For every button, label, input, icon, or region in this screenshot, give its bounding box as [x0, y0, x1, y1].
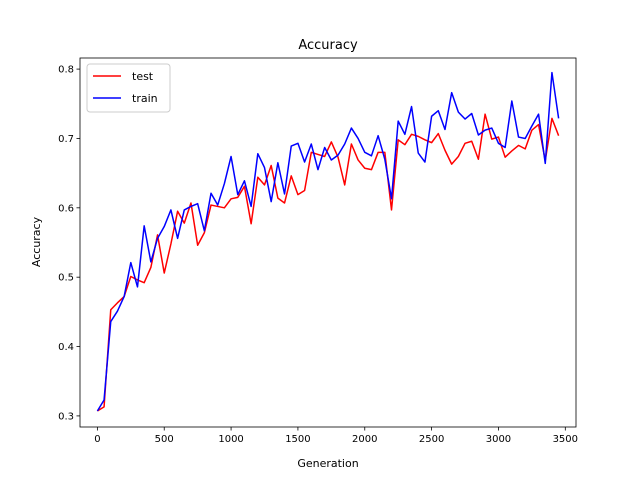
series-layer: [96, 71, 560, 412]
series-line-test: [96, 113, 560, 412]
x-tick-label: 2000: [352, 434, 377, 445]
x-tick-label: 2500: [419, 434, 444, 445]
y-tick-label: 0.3: [58, 411, 74, 422]
y-tick-label: 0.6: [58, 203, 74, 214]
x-axis-label: Generation: [297, 457, 358, 470]
x-tick-label: 3500: [553, 434, 578, 445]
y-tick-label: 0.7: [58, 134, 74, 145]
y-axis-label: Accuracy: [30, 216, 43, 267]
chart-title: Accuracy: [298, 38, 358, 53]
x-tick-label: 1000: [218, 434, 243, 445]
x-tick-label: 500: [155, 434, 174, 445]
legend-label-test: test: [132, 70, 154, 83]
y-tick-label: 0.8: [58, 65, 74, 76]
x-tick-label: 0: [94, 434, 100, 445]
y-tick-label: 0.4: [58, 342, 74, 353]
legend-label-train: train: [132, 92, 158, 105]
x-tick-label: 1500: [285, 434, 310, 445]
legend: test train: [86, 63, 171, 113]
series-line-train: [96, 71, 560, 412]
plot-frame: [79, 57, 577, 428]
x-tick-label: 3000: [486, 434, 511, 445]
y-tick-label: 0.5: [58, 273, 74, 284]
axes: 0 500 1000 1500 2000 2500 3000 3500 0.3 0.4 0.5 0.6…: [58, 57, 578, 445]
